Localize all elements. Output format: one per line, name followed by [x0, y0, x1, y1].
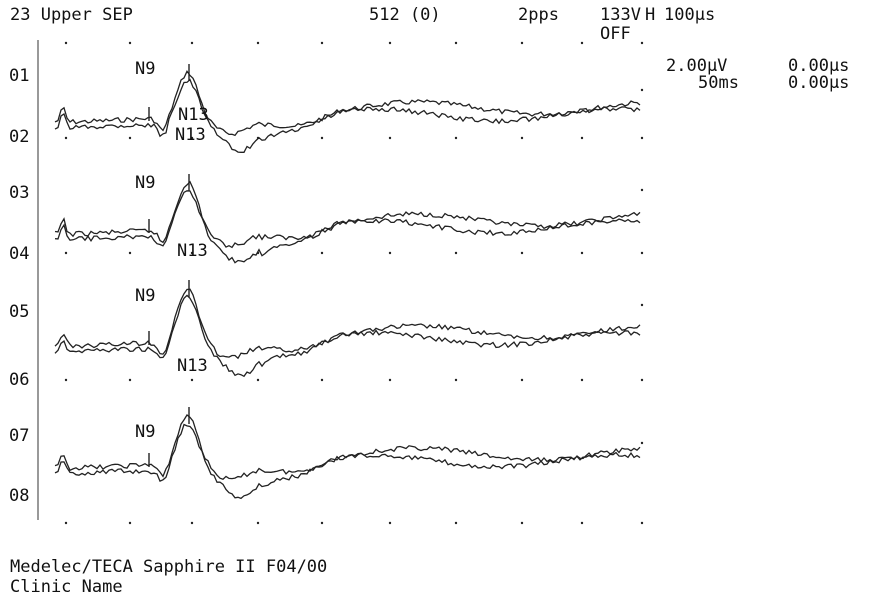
channel-label-02: 02 [9, 127, 30, 147]
grid-dot [64, 251, 68, 255]
sweep-readout: 50ms [698, 73, 739, 93]
channel-label-05: 05 [9, 302, 30, 322]
grid-dot [388, 251, 392, 255]
waveform-trace [54, 423, 641, 500]
grid-dot [190, 136, 194, 140]
grid-dot [190, 41, 194, 45]
marker-n13-1a: N13 [178, 105, 209, 125]
grid-dot [320, 521, 324, 525]
channel-label-08: 08 [9, 486, 30, 506]
averages-readout: 512 (0) [369, 5, 441, 25]
grid-dot [128, 521, 132, 525]
grid-dot [580, 521, 584, 525]
grid-dot [520, 251, 524, 255]
grid-dot [580, 136, 584, 140]
grid-dot [128, 136, 132, 140]
grid-dot [64, 378, 68, 382]
grid-dot [580, 41, 584, 45]
grid-dot [520, 136, 524, 140]
marker-n13-1b: N13 [175, 125, 206, 145]
traces-layer [54, 64, 641, 500]
grid-dot [64, 136, 68, 140]
grid-dot [454, 136, 458, 140]
grid-dot [128, 378, 132, 382]
grid-dot [520, 41, 524, 45]
grid-dot [320, 41, 324, 45]
grid-dot [388, 41, 392, 45]
grid-dot [640, 188, 644, 192]
grid-dot [64, 521, 68, 525]
waveform-trace [54, 78, 641, 153]
grid-dot [640, 136, 644, 140]
sensitivity-readout: 2.00µV [666, 56, 728, 76]
device-label: Medelec/TECA Sapphire II F04/00 [10, 557, 328, 577]
filter-value: 100µs [664, 5, 716, 25]
waveform-trace [54, 190, 641, 264]
marker-n9-4: N9 [135, 422, 156, 442]
grid-dot [388, 378, 392, 382]
grid-dot [454, 41, 458, 45]
cursor1-readout: 0.00µs [788, 56, 850, 76]
grid-dot [320, 251, 324, 255]
clinic-label: Clinic Name [10, 577, 123, 597]
grid-dot [454, 521, 458, 525]
grid-dot [580, 251, 584, 255]
marker-n9-2: N9 [135, 173, 156, 193]
grid-dot [580, 378, 584, 382]
grid-dot [128, 41, 132, 45]
marker-n13-2: N13 [177, 241, 208, 261]
marker-n9-3: N9 [135, 286, 156, 306]
waveform-trace [54, 294, 641, 378]
grid-dot [520, 378, 524, 382]
off-readout: OFF [600, 24, 631, 44]
cursor2-readout: 0.00µs [788, 73, 850, 93]
grid-dot [64, 41, 68, 45]
marker-n13-3: N13 [177, 356, 208, 376]
rate-readout: 2pps [518, 5, 559, 25]
marker-n9-1: N9 [135, 59, 156, 79]
grid-dot [190, 378, 194, 382]
channel-label-06: 06 [9, 370, 30, 390]
channel-label-04: 04 [9, 244, 30, 264]
channel-label-07: 07 [9, 426, 30, 446]
grid-dot [388, 136, 392, 140]
grid-dot [454, 251, 458, 255]
grid-dot [640, 521, 644, 525]
filter-label: H [645, 5, 656, 25]
grid-dot [640, 378, 644, 382]
grid-dot [388, 521, 392, 525]
grid-dot [640, 441, 644, 445]
grid-dot [640, 251, 644, 255]
grid-dot [640, 88, 644, 92]
grid-dot [454, 378, 458, 382]
channel-label-01: 01 [9, 66, 30, 86]
grid-dot [640, 303, 644, 307]
grid-dot [256, 521, 260, 525]
grid-dot [256, 41, 260, 45]
grid-dot [520, 521, 524, 525]
grid-dot [640, 41, 644, 45]
stim-readout: 133V [600, 5, 641, 25]
grid-dot [320, 136, 324, 140]
grid-dot [256, 378, 260, 382]
grid-dot [190, 251, 194, 255]
grid-dot [128, 251, 132, 255]
channel-label-03: 03 [9, 183, 30, 203]
grid-dot [190, 521, 194, 525]
grid-dot [320, 378, 324, 382]
test-title: 23 Upper SEP [10, 5, 133, 25]
